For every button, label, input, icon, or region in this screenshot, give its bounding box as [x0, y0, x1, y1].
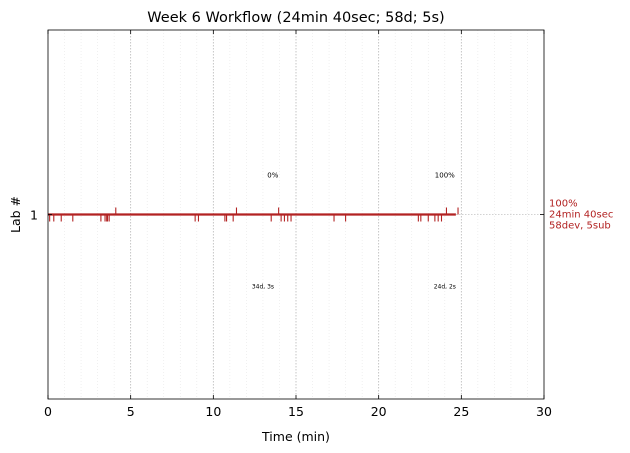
end-summary-line: 58dev, 5sub: [549, 221, 611, 232]
x-tick-label: 30: [536, 404, 552, 419]
annotations: 0% 100% 34d, 3s 24d, 2s: [252, 172, 456, 291]
progress-annotation: 24d, 2s: [434, 284, 456, 291]
chart-title: Week 6 Workflow (24min 40sec; 58d; 5s): [147, 10, 444, 26]
x-tick-label: 0: [44, 404, 52, 419]
x-axis-label: Time (min): [261, 429, 330, 444]
end-summary-line: 24min 40sec: [549, 210, 613, 221]
x-tick-label: 15: [288, 404, 304, 419]
end-summary-line: 100%: [549, 199, 578, 210]
x-axis-ticks: 0 5 10 15 20 25 30: [44, 30, 552, 419]
x-tick-label: 5: [127, 404, 135, 419]
y-tick-label: 1: [30, 208, 38, 223]
progress-annotation: 34d, 3s: [252, 284, 274, 291]
x-tick-label: 20: [371, 404, 387, 419]
x-tick-label: 10: [205, 404, 221, 419]
y-axis-label: Lab #: [8, 196, 23, 233]
x-tick-label: 25: [453, 404, 469, 419]
progress-annotation: 100%: [435, 172, 455, 180]
progress-annotation: 0%: [267, 172, 278, 180]
y-axis-ticks: 1: [30, 208, 544, 223]
timeline-marks: [48, 207, 459, 222]
